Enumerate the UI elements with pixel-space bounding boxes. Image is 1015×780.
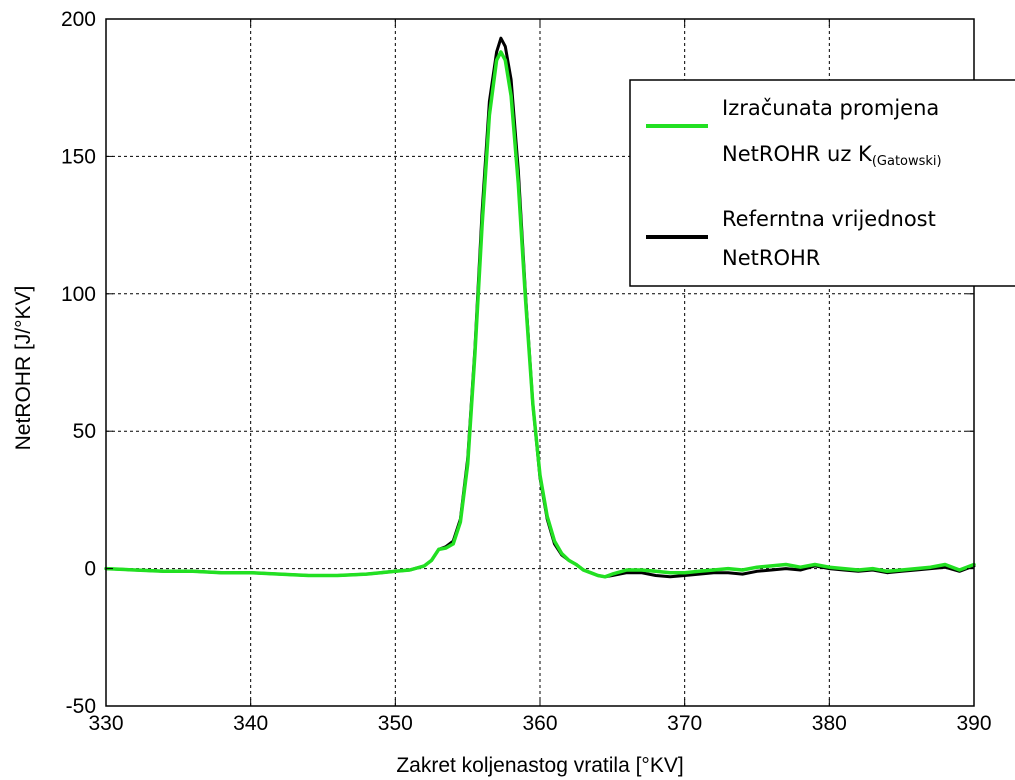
series-line-calculated bbox=[104, 50, 976, 579]
y-tick-label: 50 bbox=[73, 420, 96, 443]
x-tick-label: 360 bbox=[522, 712, 557, 735]
y-tick-label: 100 bbox=[61, 283, 96, 306]
y-tick-label: 150 bbox=[61, 145, 96, 168]
legend-entry-1-line1: Izračunata promjena bbox=[722, 96, 939, 120]
x-axis-label: Zakret koljenastog vratila [°KV] bbox=[396, 754, 683, 777]
y-tick-label: -50 bbox=[66, 695, 96, 718]
legend-entry-1-line2: NetROHR uz K(Gatowski) bbox=[722, 142, 942, 169]
y-tick-label: 0 bbox=[84, 558, 96, 581]
legend: Izračunata promjena NetROHR uz K(Gatowsk… bbox=[629, 79, 1015, 287]
legend-entry-2-line1: Referntna vrijednost bbox=[722, 207, 936, 231]
x-tick-label: 340 bbox=[233, 712, 268, 735]
legend-entry-2-line2: NetROHR bbox=[722, 246, 820, 270]
legend-entry-1-subscript: (Gatowski) bbox=[872, 154, 942, 169]
legend-box bbox=[629, 79, 1015, 287]
x-tick-label: 330 bbox=[88, 712, 123, 735]
legend-entry-1-main: NetROHR uz K bbox=[722, 142, 873, 166]
y-axis-label: NetROHR [J/°KV] bbox=[12, 286, 35, 451]
x-tick-label: 370 bbox=[667, 712, 702, 735]
ticks: 330 340 350 360 370 380 390 -50 0 50 100 150 200 bbox=[61, 8, 992, 735]
x-tick-label: 380 bbox=[812, 712, 847, 735]
x-tick-label: 350 bbox=[378, 712, 413, 735]
series-layer bbox=[104, 36, 976, 579]
y-tick-label: 200 bbox=[61, 8, 96, 31]
x-tick-label: 390 bbox=[956, 712, 991, 735]
